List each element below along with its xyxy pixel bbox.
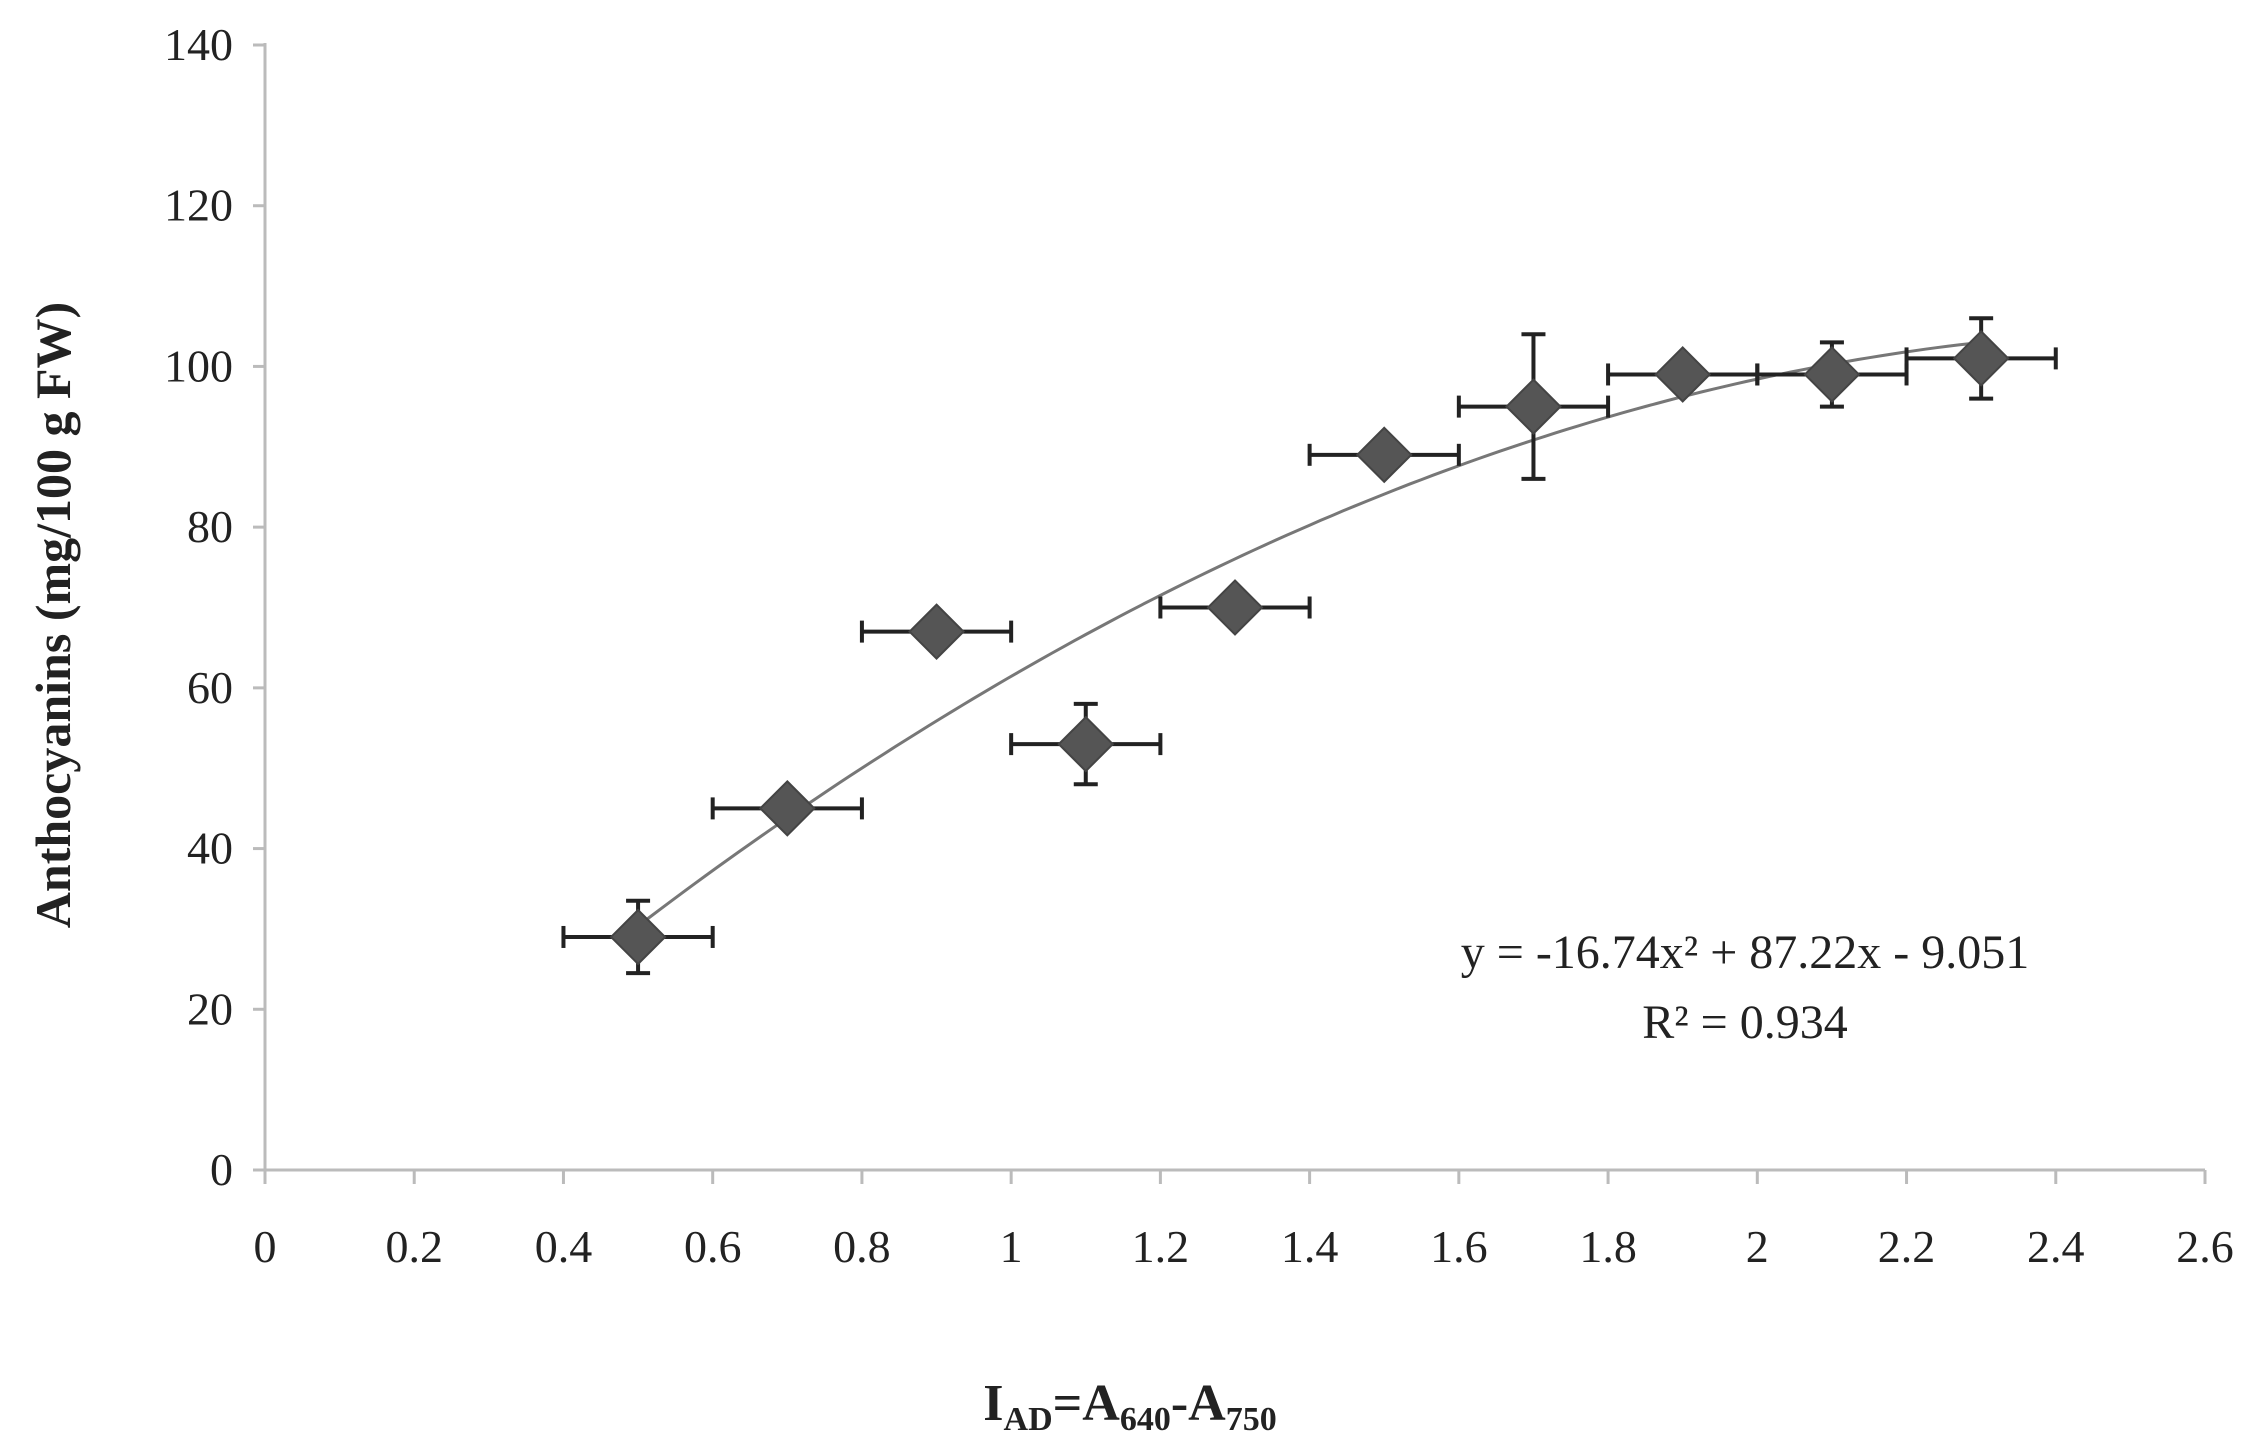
x-axis-title-dash: -A [1171, 1375, 1226, 1432]
y-tick-label: 80 [187, 501, 233, 552]
r-squared: R² = 0.934 [1642, 996, 1847, 1049]
data-point-4 [1057, 715, 1115, 773]
x-tick-label: 0.6 [684, 1221, 742, 1272]
data-point-9 [1803, 346, 1861, 403]
y-tick-label: 40 [187, 823, 233, 874]
data-point-1 [609, 908, 667, 966]
trendline [637, 340, 1982, 928]
x-tick-label: 0.8 [833, 1221, 891, 1272]
trend-equation: y = -16.74x² + 87.22x - 9.051 [1461, 926, 2030, 979]
data-point-7 [1505, 378, 1562, 436]
x-tick-label: 1.8 [1579, 1221, 1637, 1272]
data-point-3 [908, 603, 965, 661]
x-tick-label: 1 [1000, 1221, 1023, 1272]
x-tick-label: 0.2 [385, 1221, 443, 1272]
y-tick-label: 100 [164, 340, 233, 391]
x-tick-label: 1.4 [1281, 1221, 1339, 1272]
y-tick-label: 0 [210, 1144, 233, 1195]
x-axis-title-sub-640: 640 [1120, 1401, 1171, 1433]
x-tick-label: 1.2 [1132, 1221, 1190, 1272]
x-tick-label: 2.2 [1878, 1221, 1936, 1272]
y-tick-label: 20 [187, 983, 233, 1034]
error-bars [561, 316, 2058, 976]
x-axis-title-main: I [983, 1375, 1003, 1432]
data-point-6 [1355, 426, 1413, 484]
y-tick-labels: 0 20 40 60 80 100 120 140 [164, 19, 233, 1195]
x-tick-label: 0 [254, 1221, 277, 1272]
x-axis-title-sub-ad: AD [1004, 1401, 1053, 1433]
x-axis-title-sub-750: 750 [1226, 1401, 1277, 1433]
x-tick-label: 2.6 [2176, 1221, 2234, 1272]
axes [253, 43, 2207, 1184]
y-axis-title: Anthocyanins (mg/100 g FW) [25, 302, 81, 928]
data-point-5 [1206, 579, 1264, 636]
x-axis-title: IAD=A640-A750 [983, 1375, 1276, 1433]
y-tick-label: 140 [164, 19, 233, 70]
x-tick-labels: 0 0.2 0.4 0.6 0.8 1 1.2 1.4 1.6 1.8 2 2.2 2.4 2.6 [254, 1221, 2234, 1272]
x-tick-label: 0.4 [535, 1221, 593, 1272]
data-points [609, 329, 2010, 966]
x-tick-label: 1.6 [1430, 1221, 1488, 1272]
x-axis-title-eq: =A [1053, 1375, 1121, 1432]
data-point-2 [758, 779, 816, 837]
data-point-8 [1654, 346, 1712, 403]
x-tick-label: 2.4 [2027, 1221, 2085, 1272]
y-tick-label: 60 [187, 662, 233, 713]
data-point-10 [1952, 329, 2010, 387]
y-tick-label: 120 [164, 180, 233, 231]
x-tick-label: 2 [1746, 1221, 1769, 1272]
